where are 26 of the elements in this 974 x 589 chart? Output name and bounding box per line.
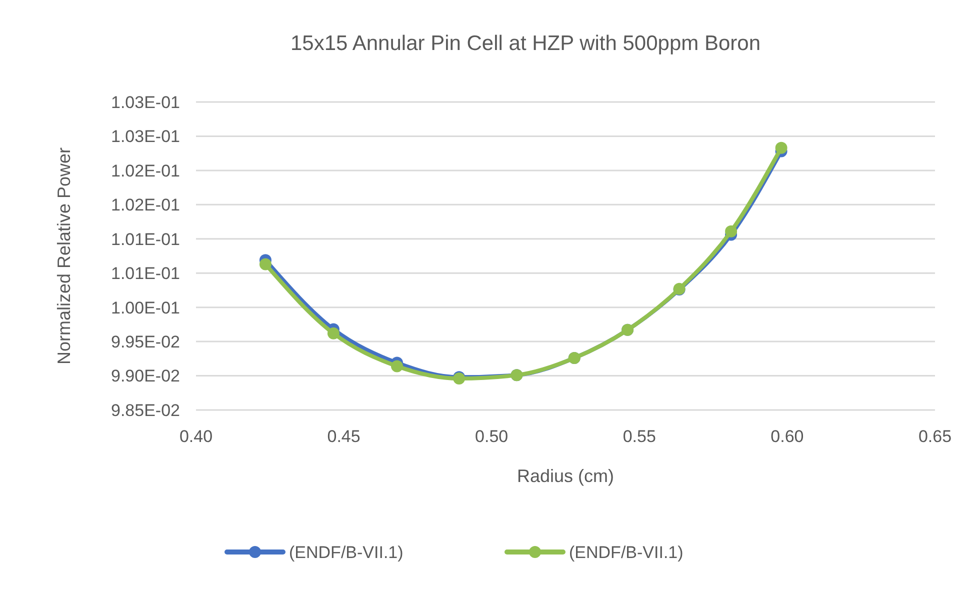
y-tick-label: 1.01E-01 xyxy=(111,230,180,249)
y-axis-title: Normalized Relative Power xyxy=(54,147,74,365)
y-tick-label: 9.95E-02 xyxy=(111,332,180,352)
x-tick-label: 0.45 xyxy=(327,427,360,446)
point xyxy=(775,142,788,154)
point xyxy=(391,360,404,372)
y-tick-label: 1.00E-01 xyxy=(111,298,180,318)
y-tick-label: 9.85E-02 xyxy=(111,400,180,420)
legend-label: (ENDF/B-VII.1) xyxy=(289,542,404,562)
y-tick-label: 1.03E-01 xyxy=(111,127,180,146)
x-axis-title: Radius (cm) xyxy=(516,466,614,486)
y-tick-label: 1.02E-01 xyxy=(111,196,180,215)
point xyxy=(259,258,272,270)
x-tick-label: 0.40 xyxy=(179,427,213,446)
legend-label: (ENDF/B-VII.1) xyxy=(569,542,684,562)
point xyxy=(327,327,340,340)
y-tick-label: 9.90E-02 xyxy=(111,366,180,386)
y-tick-label: 1.01E-01 xyxy=(111,264,180,284)
point xyxy=(725,225,738,238)
x-tick-label: 0.55 xyxy=(622,427,656,446)
x-tick-label: 0.65 xyxy=(918,427,952,446)
chart-title: 15x15 Annular Pin Cell at HZP with 500ppm Boron xyxy=(290,32,761,55)
x-tick-label: 0.60 xyxy=(770,427,804,446)
y-tick-label: 1.03E-01 xyxy=(111,92,180,112)
x-tick-label: 0.50 xyxy=(475,427,508,446)
y-tick-label: 1.02E-01 xyxy=(111,161,180,180)
